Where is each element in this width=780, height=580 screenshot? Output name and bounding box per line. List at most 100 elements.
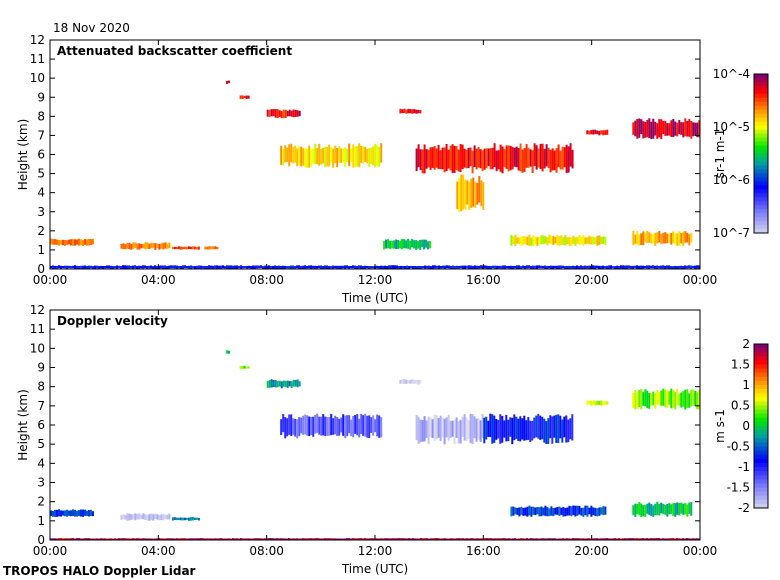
data-cell-1-14 xyxy=(662,538,664,540)
data-cell-1-14 xyxy=(198,538,200,540)
data-cell-0-16 xyxy=(380,265,382,269)
data-cell-1-14 xyxy=(188,538,190,540)
y-tick-label: 0 xyxy=(37,533,45,547)
data-cell-0-16 xyxy=(234,265,236,269)
data-cell-1-14 xyxy=(604,538,606,540)
data-cell-0-13 xyxy=(578,235,581,245)
data-cell-1-10 xyxy=(590,400,593,406)
data-cell-0-14 xyxy=(650,233,653,244)
data-cell-0-16 xyxy=(428,265,430,269)
data-cell-1-14 xyxy=(208,538,210,540)
data-cell-0-16 xyxy=(684,265,686,269)
data-cell-0-6 xyxy=(268,109,271,118)
data-cell-0-16 xyxy=(676,266,678,269)
data-cell-1-14 xyxy=(424,538,426,540)
data-cell-0-12 xyxy=(646,119,649,138)
data-cell-1-0 xyxy=(52,511,54,517)
data-cell-1-1 xyxy=(154,513,157,519)
data-cell-1-14 xyxy=(96,538,98,540)
data-cell-0-16 xyxy=(646,265,648,269)
data-cell-0-14 xyxy=(668,233,671,243)
data-cell-0-9 xyxy=(511,146,514,170)
data-cell-1-14 xyxy=(282,538,284,540)
data-cell-0-6 xyxy=(276,109,279,118)
data-cell-0-16 xyxy=(264,265,266,269)
data-cell-0-16 xyxy=(496,265,498,269)
data-cell-1-14 xyxy=(530,538,532,540)
data-cell-0-16 xyxy=(210,265,212,269)
data-cell-1-7 xyxy=(401,379,404,384)
data-cell-0-16 xyxy=(272,265,274,269)
data-cell-1-14 xyxy=(642,538,644,540)
data-cell-1-14 xyxy=(172,538,174,540)
data-cell-0-16 xyxy=(282,265,284,269)
data-cell-0-15 xyxy=(385,239,388,249)
data-cell-1-14 xyxy=(616,538,618,540)
colorbar-segment xyxy=(754,197,768,202)
data-cell-0-11 xyxy=(596,130,599,135)
data-cell-0-15 xyxy=(393,240,396,249)
data-cell-0-16 xyxy=(678,265,680,269)
data-cell-1-9 xyxy=(487,420,490,437)
colorbar-segment xyxy=(754,85,768,91)
data-cell-0-16 xyxy=(200,265,202,269)
colorbar-segment xyxy=(754,442,768,447)
data-cell-0-15 xyxy=(399,240,402,249)
data-cell-0-16 xyxy=(346,265,348,269)
data-cell-0-9 xyxy=(551,148,554,171)
data-cell-1-0 xyxy=(54,509,56,517)
data-cell-0-16 xyxy=(458,265,460,269)
y-tick-label: 10 xyxy=(30,341,45,355)
data-cell-1-14 xyxy=(514,538,516,540)
data-cell-1-12 xyxy=(526,506,529,517)
x-tick-label: 08:00 xyxy=(249,544,284,558)
data-cell-0-16 xyxy=(384,265,386,269)
data-cell-1-14 xyxy=(176,538,178,540)
colorbar-segment xyxy=(754,462,768,468)
data-cell-0-16 xyxy=(326,265,328,269)
data-cell-0-16 xyxy=(84,265,86,269)
data-cell-0-15 xyxy=(423,239,426,250)
data-cell-1-14 xyxy=(50,538,52,540)
data-cell-0-16 xyxy=(584,265,586,269)
data-cell-0-13 xyxy=(586,237,589,244)
data-cell-0-16 xyxy=(488,266,490,269)
data-cell-1-14 xyxy=(148,538,150,540)
data-cell-0-6 xyxy=(290,110,293,117)
y-tick-label: 2 xyxy=(37,495,45,509)
data-cell-1-1 xyxy=(132,514,135,520)
data-cell-1-14 xyxy=(320,538,322,540)
data-cell-0-16 xyxy=(212,265,214,269)
data-cell-0-5 xyxy=(247,95,250,99)
data-cell-1-14 xyxy=(116,538,118,540)
data-cell-0-12 xyxy=(676,122,679,137)
data-cell-1-0 xyxy=(72,509,74,516)
data-cell-1-9 xyxy=(557,414,560,443)
data-cell-0-16 xyxy=(260,265,262,268)
data-cell-1-2 xyxy=(185,517,188,520)
x-tick-label: 04:00 xyxy=(141,273,176,287)
data-cell-1-14 xyxy=(396,538,398,540)
data-cell-0-9 xyxy=(501,146,504,174)
data-cell-1-11 xyxy=(698,389,701,410)
data-cell-1-14 xyxy=(158,538,160,540)
data-cell-1-0 xyxy=(82,509,84,517)
data-cell-1-14 xyxy=(686,538,688,540)
data-cell-1-11 xyxy=(684,389,687,410)
data-cell-1-6 xyxy=(334,415,337,435)
data-cell-0-3 xyxy=(212,246,215,250)
data-cell-1-14 xyxy=(256,538,258,540)
data-cell-1-6 xyxy=(304,414,307,435)
data-cell-1-9 xyxy=(521,418,524,440)
data-cell-0-16 xyxy=(190,265,192,269)
data-cell-1-14 xyxy=(90,538,92,540)
data-cell-0-16 xyxy=(474,265,476,269)
data-cell-1-14 xyxy=(292,538,294,540)
data-cell-1-8 xyxy=(465,417,468,441)
data-cell-0-16 xyxy=(170,265,172,269)
data-cell-1-14 xyxy=(684,538,686,540)
data-cell-1-2 xyxy=(179,517,182,521)
data-cell-0-9 xyxy=(521,149,524,173)
colorbar-segment xyxy=(754,189,768,194)
data-cell-0-6 xyxy=(284,109,287,118)
